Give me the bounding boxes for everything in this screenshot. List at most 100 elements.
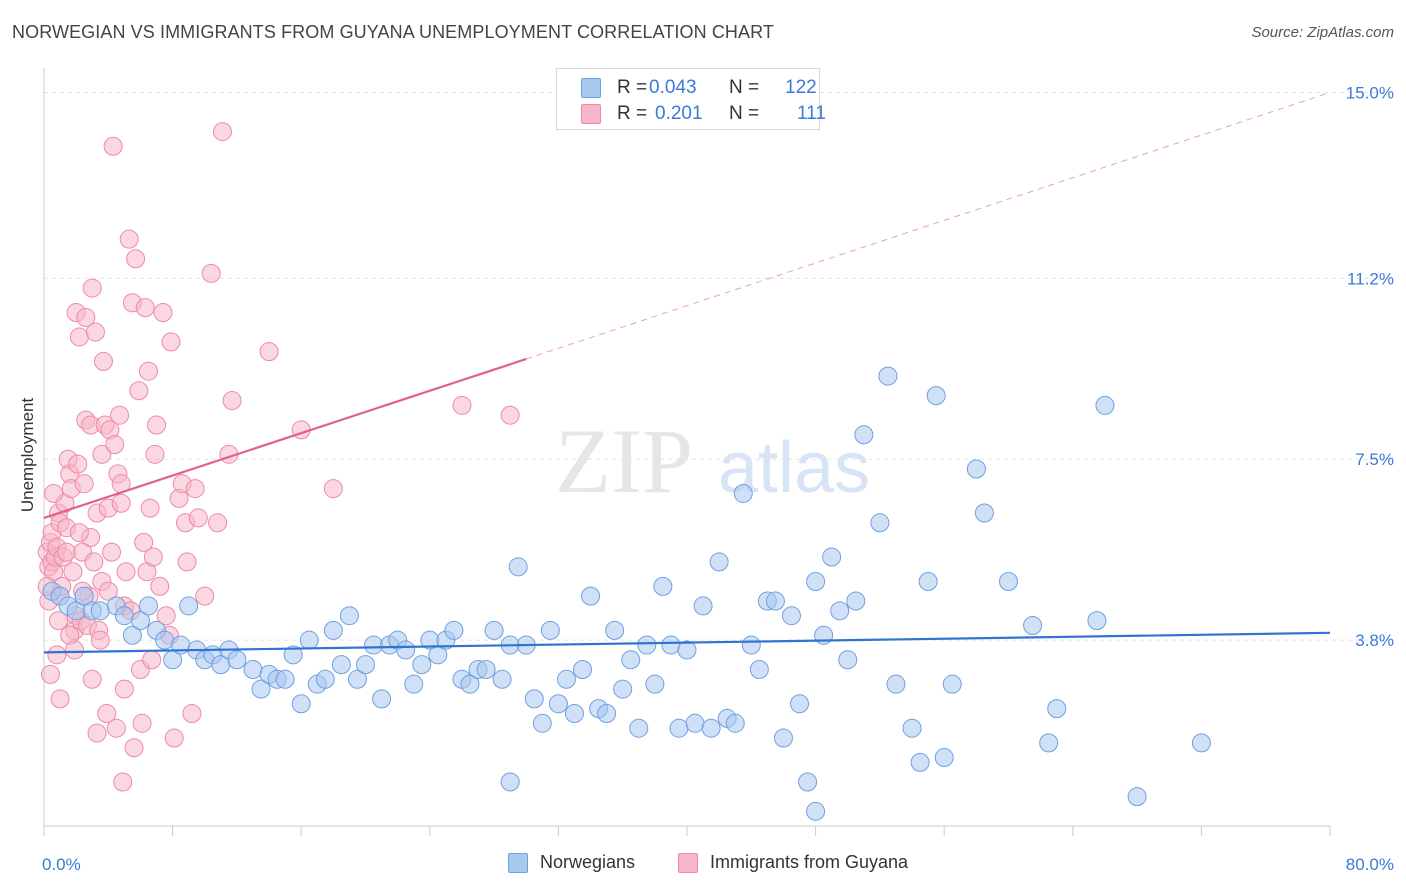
guyana-point xyxy=(208,513,228,533)
guyana-point xyxy=(69,327,89,347)
guyana-point xyxy=(201,263,221,283)
guyana-point xyxy=(63,562,83,582)
guyana-point xyxy=(87,723,107,743)
legend-r-value: 0.201 xyxy=(655,103,703,124)
norwegian-point xyxy=(243,660,263,680)
legend-n-value: 111 xyxy=(797,103,826,124)
guyana-point xyxy=(188,508,208,528)
norwegian-point xyxy=(637,635,657,655)
norwegian-point xyxy=(548,694,568,714)
y-tick-label: 7.5% xyxy=(1355,450,1394,469)
guyana-point xyxy=(195,586,215,606)
guyana-point xyxy=(57,542,77,562)
norwegian-point xyxy=(918,571,938,591)
norwegian-point xyxy=(155,630,175,650)
guyana-point xyxy=(110,405,130,425)
guyana-point xyxy=(98,581,118,601)
guyana-point xyxy=(126,249,146,269)
guyana-point xyxy=(105,435,125,455)
bottom-legend-label: Immigrants from Guyana xyxy=(710,852,909,872)
y-tick-label: 11.2% xyxy=(1347,269,1394,288)
guyana-trend-line xyxy=(43,357,527,519)
trend-lines xyxy=(43,91,1331,654)
guyana-point xyxy=(82,669,102,689)
guyana-point xyxy=(69,523,89,543)
guyana-point xyxy=(76,307,96,327)
guyana-point xyxy=(135,298,155,318)
norwegian-point xyxy=(179,596,199,616)
norwegian-point xyxy=(492,669,512,689)
guyana-point xyxy=(132,713,152,733)
norwegian-point xyxy=(1127,787,1147,807)
guyana-point xyxy=(182,704,202,724)
norwegian-point xyxy=(122,625,142,645)
norwegian-point xyxy=(806,801,826,821)
guyana-point xyxy=(161,332,181,352)
guyana-point xyxy=(156,606,176,626)
legend-n-label: N = xyxy=(729,77,760,98)
norwegian-point xyxy=(773,728,793,748)
norwegian-point xyxy=(1087,611,1107,631)
tick-labels: 3.8% 7.5% 11.2% 15.0% 0.0% 80.0% xyxy=(42,83,1394,874)
series-guyana-points xyxy=(37,122,520,792)
norwegian-point xyxy=(629,718,649,738)
norwegian-point xyxy=(372,689,392,709)
norwegian-point xyxy=(822,547,842,567)
guyana-point xyxy=(116,562,136,582)
guyana-point xyxy=(92,444,112,464)
correlation-legend: R = 0.043 N = 122 R = 0.201 N = 111 xyxy=(556,68,826,130)
guyana-point xyxy=(153,303,173,323)
guyana-point xyxy=(111,493,131,513)
norwegian-point xyxy=(725,713,745,733)
norwegian-point xyxy=(74,586,94,606)
norwegian-point xyxy=(781,606,801,626)
norwegian-point xyxy=(291,694,311,714)
norwegian-point xyxy=(1047,699,1067,719)
norwegian-point xyxy=(645,674,665,694)
norwegian-point xyxy=(524,689,544,709)
norwegian-point xyxy=(886,674,906,694)
norwegians-trend-line xyxy=(43,631,1331,654)
y-tick-label: 15.0% xyxy=(1346,83,1394,102)
norwegian-point xyxy=(685,713,705,733)
legend-r-label: R = xyxy=(617,103,648,124)
guyana-point xyxy=(113,772,133,792)
grid-lines xyxy=(44,91,1392,641)
guyana-trend-extension xyxy=(526,91,1331,360)
guyana-point xyxy=(114,679,134,699)
norwegian-point xyxy=(653,576,673,596)
norwegian-point xyxy=(854,425,874,445)
norwegian-point xyxy=(556,669,576,689)
guyana-point xyxy=(48,611,68,631)
guyana-point xyxy=(145,444,165,464)
norwegian-point xyxy=(693,596,713,616)
guyana-point xyxy=(140,498,160,518)
watermark: ZIP atlas xyxy=(555,410,870,512)
guyana-point xyxy=(150,576,170,596)
norwegian-point xyxy=(974,503,994,523)
guyana-point xyxy=(259,342,279,362)
guyana-point xyxy=(102,542,122,562)
norwegian-point xyxy=(573,660,593,680)
watermark-zip: ZIP xyxy=(555,410,693,512)
norwegian-point xyxy=(275,669,295,689)
norwegian-point xyxy=(508,557,528,577)
guyana-point xyxy=(323,479,343,499)
norwegian-point xyxy=(315,669,335,689)
guyana-point xyxy=(106,718,126,738)
guyana-point xyxy=(164,728,184,748)
norwegian-point xyxy=(902,718,922,738)
norwegian-point xyxy=(564,704,584,724)
norwegian-point xyxy=(934,748,954,768)
guyana-point xyxy=(147,415,167,435)
norwegian-point xyxy=(790,694,810,714)
norwegian-point xyxy=(114,606,134,626)
guyana-point xyxy=(177,552,197,572)
norwegian-point xyxy=(709,552,729,572)
norwegian-point xyxy=(661,635,681,655)
norwegian-point xyxy=(1095,395,1115,415)
guyana-point xyxy=(97,704,117,724)
norwegian-point xyxy=(347,669,367,689)
norwegian-point xyxy=(130,611,150,631)
legend-r-label: R = xyxy=(617,77,648,98)
